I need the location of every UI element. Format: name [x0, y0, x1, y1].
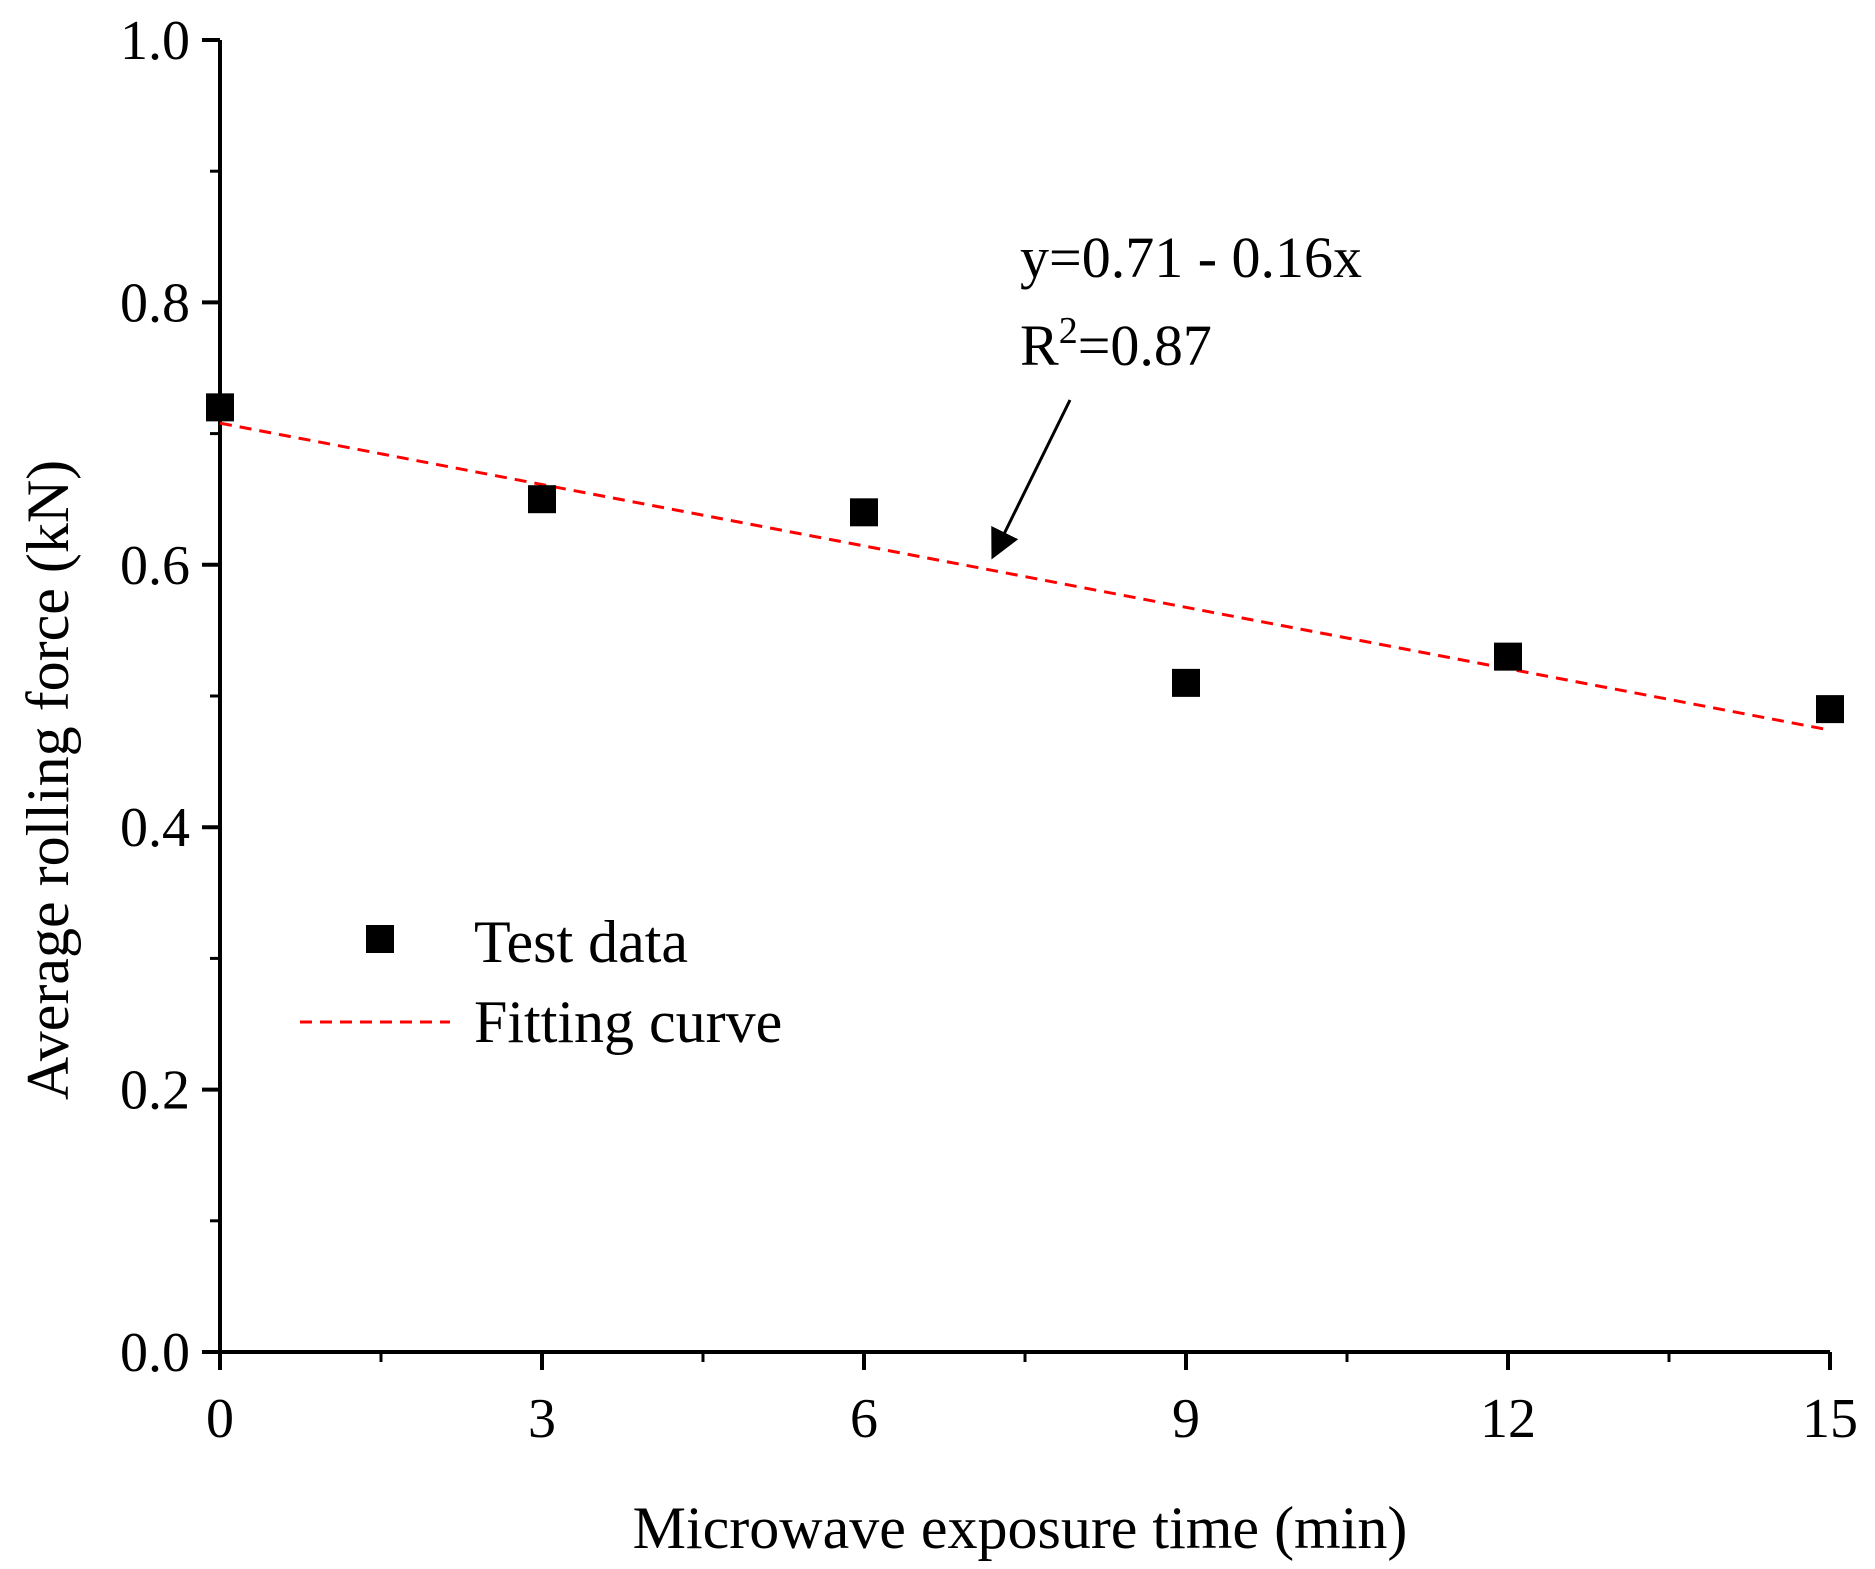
x-tick-label: 15 [1802, 1388, 1858, 1450]
data-point [528, 485, 556, 514]
x-axis-ticks: 0 3 6 9 12 15 [206, 1352, 1858, 1450]
fitting-curve-layer [219, 421, 1831, 732]
legend-marker-test-data [366, 925, 394, 953]
y-tick-label: 0.2 [120, 1060, 190, 1122]
r-squared-value: =0.87 [1078, 313, 1212, 378]
r-squared-base: R [1020, 313, 1059, 378]
data-point [206, 393, 234, 422]
r-squared-superscript: 2 [1059, 310, 1078, 352]
y-axis-title: Average rolling force (kN) [15, 460, 81, 1100]
data-point [1172, 668, 1200, 697]
y-tick-label: 0.6 [120, 535, 190, 597]
y-tick-label: 0.0 [120, 1322, 190, 1384]
legend-label-fitting-curve: Fitting curve [474, 989, 782, 1055]
x-tick-label: 3 [528, 1388, 556, 1450]
x-axis-title: Microwave exposure time (min) [633, 1495, 1408, 1561]
data-point [1816, 695, 1844, 724]
fitting-curve-line [219, 421, 1831, 732]
x-tick-label: 0 [206, 1388, 234, 1450]
x-tick-label: 9 [1172, 1388, 1200, 1450]
data-point [850, 498, 878, 527]
x-tick-label: 6 [850, 1388, 878, 1450]
x-tick-label: 12 [1480, 1388, 1536, 1450]
annotation-arrow [991, 399, 1072, 560]
r-squared: R2=0.87 [1020, 310, 1212, 378]
y-tick-label: 1.0 [120, 10, 190, 72]
fit-equation: y=0.71 - 0.16x [1020, 225, 1362, 290]
test-data-layer [206, 393, 1844, 724]
data-point [1494, 642, 1522, 671]
y-tick-label: 0.4 [120, 797, 190, 859]
legend-label-test-data: Test data [474, 909, 688, 975]
y-axis-ticks: 0.0 0.2 0.4 0.6 0.8 1.0 [120, 10, 220, 1384]
fit-annotation: y=0.71 - 0.16x R2=0.87 [991, 225, 1362, 560]
legend: Test data Fitting curve [300, 909, 782, 1055]
y-tick-label: 0.8 [120, 272, 190, 334]
